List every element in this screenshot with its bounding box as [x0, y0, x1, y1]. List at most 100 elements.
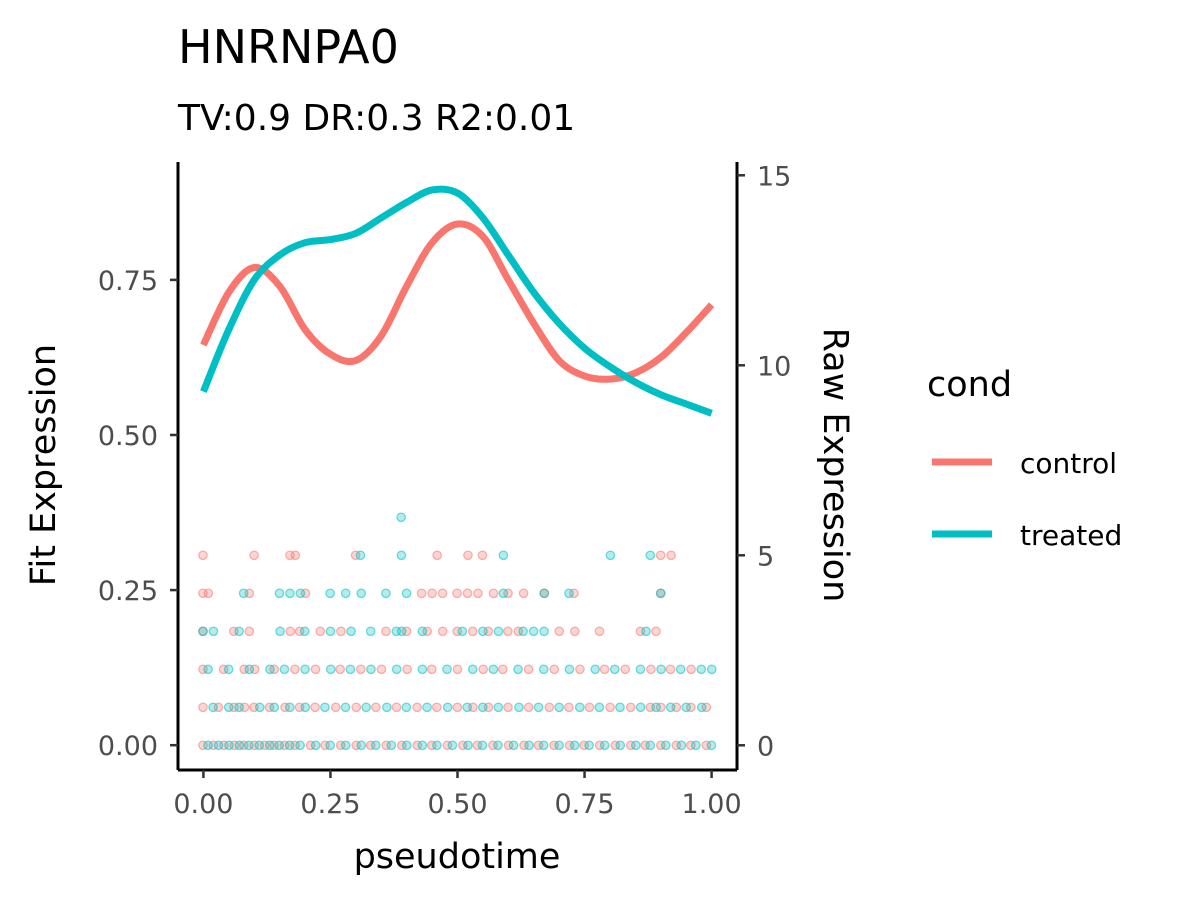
- chart-title: HNRNPA0: [178, 20, 399, 74]
- raw-point-control: [432, 550, 443, 561]
- raw-point-control: [564, 740, 575, 751]
- raw-point-control: [203, 588, 214, 599]
- raw-point-control: [391, 702, 402, 713]
- raw-point-treated: [284, 702, 295, 713]
- y2-tick-label: 5: [757, 541, 774, 572]
- raw-point-treated: [635, 702, 646, 713]
- raw-point-treated: [645, 740, 656, 751]
- raw-point-control: [294, 626, 305, 637]
- raw-point-treated: [386, 740, 397, 751]
- raw-point-treated: [381, 588, 391, 599]
- raw-point-treated: [564, 588, 574, 599]
- raw-point-control: [371, 702, 381, 713]
- raw-point-control: [351, 702, 362, 713]
- raw-point-control: [365, 740, 376, 751]
- raw-point-control: [523, 664, 534, 675]
- raw-point-control: [249, 550, 259, 561]
- raw-point-control: [554, 626, 565, 637]
- raw-point-control: [452, 664, 463, 675]
- raw-point-control: [381, 626, 391, 637]
- raw-point-treated: [609, 664, 620, 675]
- x-axis-title: pseudotime: [354, 837, 561, 877]
- raw-point-treated: [254, 702, 265, 713]
- raw-point-treated: [396, 512, 406, 523]
- y-tick-label: 0.25: [98, 576, 158, 607]
- raw-point-control: [381, 740, 392, 751]
- raw-point-control: [569, 588, 579, 599]
- raw-point-control: [320, 740, 330, 751]
- raw-point-control: [300, 588, 311, 599]
- raw-point-treated: [391, 664, 402, 675]
- raw-point-treated: [498, 588, 509, 599]
- raw-point-treated: [641, 626, 651, 637]
- raw-point-control: [488, 588, 499, 599]
- raw-point-control: [416, 588, 427, 599]
- raw-point-control: [305, 740, 316, 751]
- raw-point-treated: [224, 740, 234, 751]
- raw-point-control: [452, 588, 462, 599]
- raw-point-treated: [269, 702, 280, 713]
- raw-point-treated: [518, 626, 528, 637]
- raw-point-control: [402, 664, 412, 675]
- raw-point-treated: [630, 740, 641, 751]
- raw-point-control: [625, 702, 636, 713]
- raw-point-control: [519, 740, 529, 751]
- raw-point-treated: [234, 626, 244, 637]
- raw-point-treated: [574, 702, 585, 713]
- raw-point-treated: [508, 740, 519, 751]
- raw-point-treated: [265, 664, 275, 675]
- raw-point-treated: [208, 702, 218, 713]
- raw-point-control: [594, 740, 605, 751]
- raw-point-treated: [340, 702, 351, 713]
- raw-point-treated: [514, 702, 524, 713]
- raw-point-treated: [645, 550, 656, 561]
- raw-point-control: [579, 740, 589, 751]
- raw-point-treated: [355, 550, 366, 561]
- fit-line-treated: [200, 185, 713, 417]
- x-tick-label: 0.50: [427, 789, 487, 820]
- raw-point-treated: [370, 740, 381, 751]
- raw-point-treated: [590, 664, 601, 675]
- raw-point-control: [472, 740, 483, 751]
- raw-point-treated: [300, 664, 310, 675]
- raw-point-control: [599, 664, 610, 675]
- raw-point-treated: [584, 740, 595, 751]
- raw-point-treated: [605, 550, 616, 561]
- raw-point-control: [198, 740, 208, 751]
- raw-point-control: [431, 702, 442, 713]
- raw-point-treated: [223, 664, 234, 675]
- raw-point-control: [315, 626, 326, 637]
- raw-point-treated: [422, 702, 432, 713]
- raw-point-treated: [381, 702, 392, 713]
- raw-point-treated: [538, 664, 549, 675]
- raw-point-treated: [569, 740, 580, 751]
- raw-point-control: [503, 702, 513, 713]
- raw-point-control: [442, 740, 453, 751]
- raw-point-control: [218, 664, 229, 675]
- axes: 0.00 0.25 0.50 0.75 1.00 0.00 0.25 0.50 0.75 0 5 10…: [98, 161, 791, 820]
- raw-point-control: [605, 702, 615, 713]
- raw-point-treated: [396, 626, 407, 637]
- raw-point-treated: [356, 588, 367, 599]
- x-tick-label: 0.00: [173, 789, 233, 820]
- raw-point-control: [625, 740, 636, 751]
- raw-point-treated: [513, 664, 523, 675]
- raw-point-treated: [696, 664, 707, 675]
- legend-title: cond: [927, 365, 1012, 405]
- raw-point-control: [350, 550, 361, 561]
- raw-point-treated: [665, 702, 676, 713]
- x-tick-label: 0.75: [554, 789, 614, 820]
- raw-point-control: [452, 702, 463, 713]
- raw-point-treated: [442, 664, 452, 675]
- raw-point-control: [458, 740, 468, 751]
- raw-point-treated: [691, 740, 701, 751]
- raw-point-treated: [635, 664, 646, 675]
- raw-point-control: [523, 702, 534, 713]
- raw-point-control: [310, 702, 320, 713]
- raw-point-control: [640, 740, 651, 751]
- raw-point-treated: [396, 550, 407, 561]
- raw-point-treated: [300, 702, 311, 713]
- raw-point-control: [477, 550, 488, 561]
- raw-point-treated: [340, 588, 351, 599]
- raw-point-treated: [243, 740, 254, 751]
